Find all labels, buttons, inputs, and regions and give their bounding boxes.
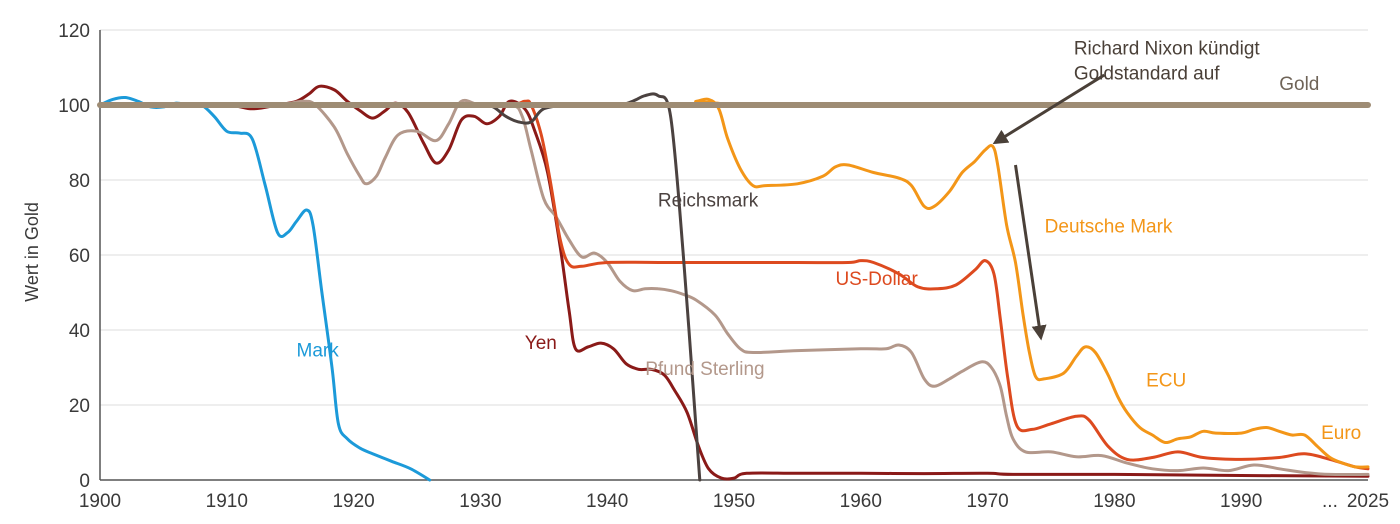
series-line-deutsche-mark: [98, 97, 1370, 469]
x-tick-label: 1980: [1093, 491, 1135, 512]
annotation-arrow: [1014, 164, 1047, 341]
x-tick-label: 1900: [79, 491, 121, 512]
series-label-pfund-sterling: Pfund Sterling: [645, 359, 764, 380]
x-tick-label: ...: [1322, 491, 1338, 512]
series-line-pfund-sterling: [98, 98, 1370, 477]
y-tick-label: 120: [58, 21, 90, 42]
series-label-gold: Gold: [1279, 74, 1319, 95]
x-tick-label: 1970: [966, 491, 1008, 512]
x-tick-label: 1920: [332, 491, 374, 512]
series-label-mark: Mark: [297, 340, 340, 361]
series-label-yen: Yen: [525, 333, 557, 354]
x-tick-label: 1940: [586, 491, 628, 512]
y-tick-label: 80: [69, 171, 90, 192]
y-tick-label: 0: [79, 471, 90, 492]
x-tick-label: 1990: [1220, 491, 1262, 512]
series-label-euro: Euro: [1321, 423, 1361, 444]
y-tick-label: 20: [69, 396, 90, 417]
x-tick-label: 1960: [840, 491, 882, 512]
series-lines: [97, 84, 1371, 482]
series-label-ecu: ECU: [1146, 370, 1186, 391]
grid: [100, 29, 1368, 406]
annotation-text: Richard Nixon kündigt: [1074, 38, 1261, 59]
y-tick-label: 100: [58, 96, 90, 117]
x-tick-label: 1910: [206, 491, 248, 512]
x-tick-label: 1950: [713, 491, 755, 512]
x-tick-label: 1930: [459, 491, 501, 512]
series-label-us-dollar: US-Dollar: [835, 269, 918, 290]
annotation-arrow: [992, 73, 1106, 145]
series-line-yen: [98, 84, 1370, 481]
annotation-text: Goldstandard auf: [1074, 63, 1220, 84]
series-labels: Gold Mark Yen Pfund Sterling US-Dollar Reichs…: [297, 74, 1362, 444]
y-tick-label: 60: [69, 246, 90, 267]
y-tick-label: 40: [69, 321, 90, 342]
y-axis-label: Wert in Gold: [22, 202, 42, 302]
axes: 0 20 40 60 80 100 120 1900 1910 1920 1930 1940 1950 1…: [58, 21, 1389, 512]
annotations: Richard Nixon kündigt Goldstandard auf: [992, 38, 1261, 341]
x-tick-label: 2025: [1347, 491, 1389, 512]
series-label-reichsmark: Reichsmark: [658, 190, 759, 211]
series-line-mark: [98, 95, 432, 482]
series-line-reichsmark: [98, 92, 702, 482]
series-label-deutsche-mark: Deutsche Mark: [1045, 217, 1173, 238]
series-line-us-dollar: [98, 99, 1370, 471]
